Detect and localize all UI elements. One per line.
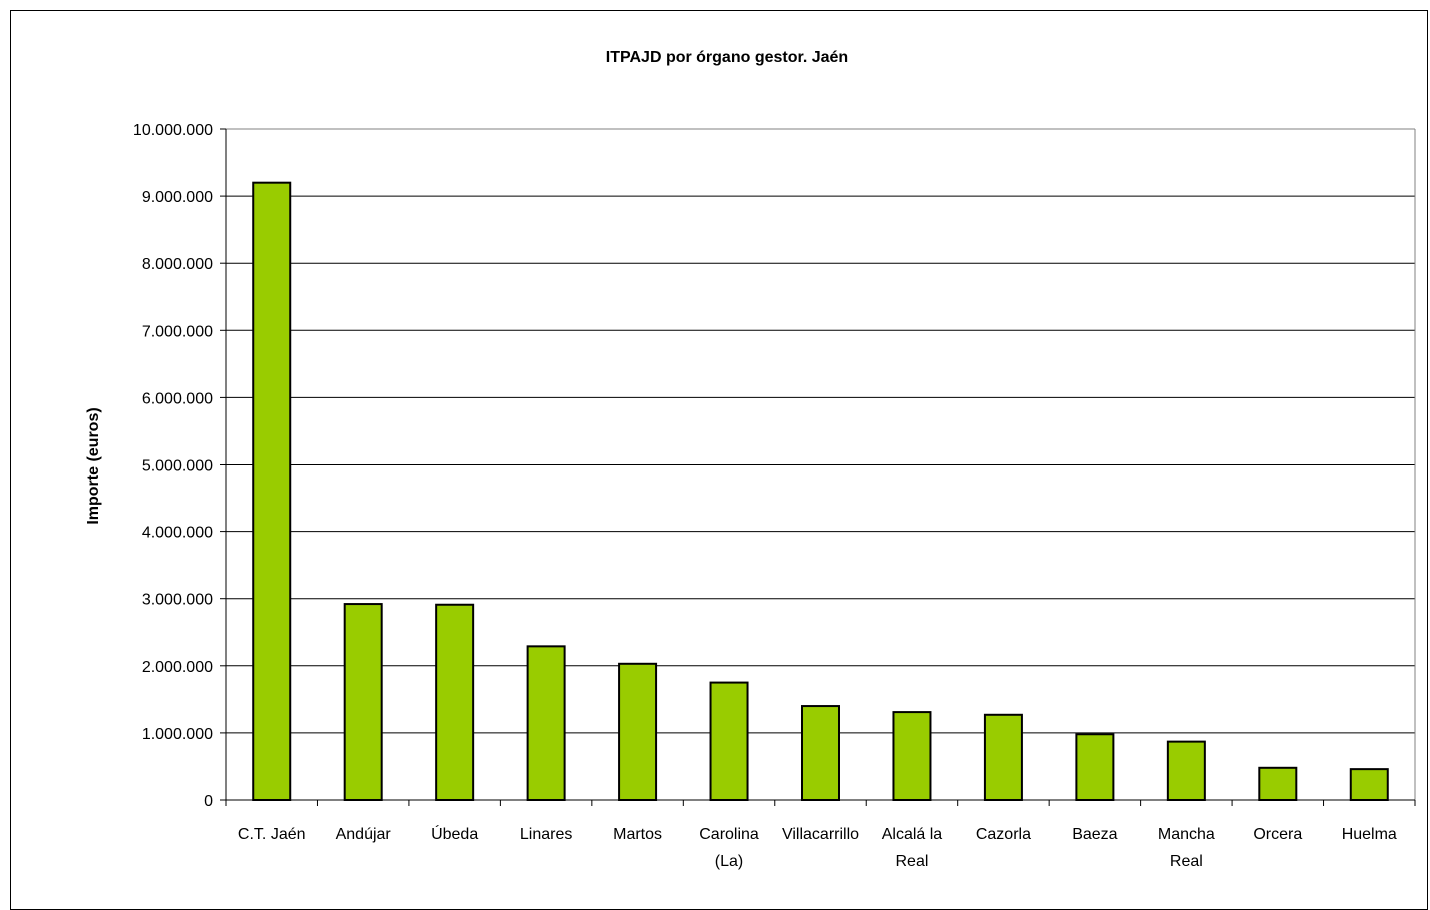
x-tick-label: Villacarrillo (782, 826, 859, 843)
y-tick-label: 1.000.000 (142, 726, 213, 743)
x-tick-label: Alcalá la (882, 826, 943, 843)
x-tick-label: Andújar (336, 826, 392, 843)
y-tick-label: 9.000.000 (142, 189, 213, 206)
y-tick-label: 5.000.000 (142, 458, 213, 475)
y-tick-label: 0 (204, 793, 213, 810)
y-tick-label: 4.000.000 (142, 525, 213, 542)
y-tick-label: 10.000.000 (133, 122, 213, 139)
x-tick-label: Úbeda (431, 824, 478, 843)
bar (526, 645, 566, 801)
x-tick-label: Real (1170, 853, 1203, 870)
x-tick-label: Real (896, 853, 929, 870)
bar (435, 603, 475, 802)
bar (1075, 733, 1115, 802)
chart-title: ITPAJD por órgano gestor. Jaén (606, 49, 848, 66)
plot-area: 0 1.000.000 2.000.000 3.000.000 4.000.000 5.0… (133, 122, 1416, 870)
x-tick-label: Cazorla (976, 826, 1031, 843)
bar (618, 662, 658, 801)
x-tick-label: Orcera (1253, 826, 1302, 843)
bar (983, 713, 1023, 802)
y-tick-label: 8.000.000 (142, 256, 213, 273)
bar (1349, 768, 1389, 801)
x-tick-label: C.T. Jaén (238, 826, 306, 843)
x-tick-label: Carolina (699, 826, 759, 843)
y-tick-label: 3.000.000 (142, 592, 213, 609)
x-tick-label: Huelma (1342, 826, 1397, 843)
bar (1258, 766, 1298, 801)
x-tick-label: Baeza (1072, 826, 1117, 843)
bar (343, 603, 383, 801)
y-axis-label: Importe (euros) (85, 407, 102, 524)
y-tick-label: 6.000.000 (142, 390, 213, 407)
bar (709, 681, 749, 802)
x-tick-label: Mancha (1158, 826, 1215, 843)
bar (892, 711, 932, 801)
y-tick-label: 2.000.000 (142, 659, 213, 676)
x-tick-label: Linares (520, 826, 572, 843)
x-tick-label: Martos (613, 826, 662, 843)
bar (252, 181, 292, 801)
bar (801, 705, 840, 801)
y-tick-label: 7.000.000 (142, 323, 213, 340)
bar (1166, 740, 1206, 801)
x-tick-label: (La) (715, 853, 743, 870)
